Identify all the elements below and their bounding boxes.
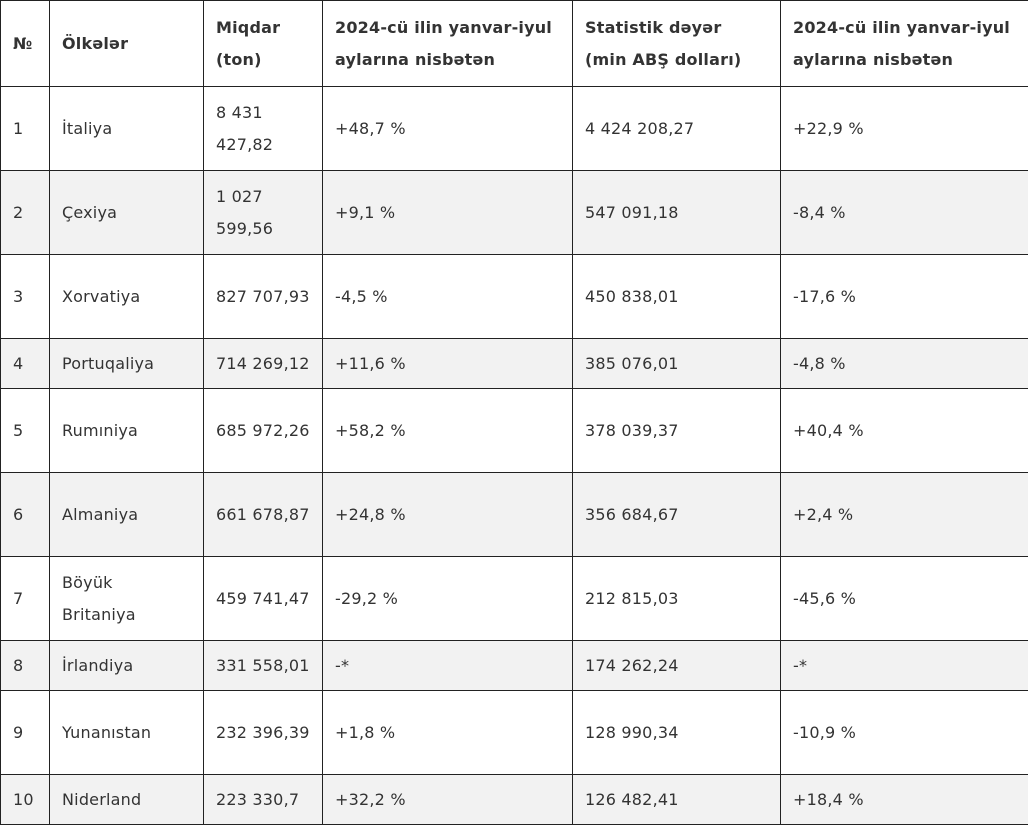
cell-quantity-change: +11,6 %	[323, 339, 573, 389]
cell-value: 547 091,18	[573, 171, 781, 255]
cell-quantity-change: +58,2 %	[323, 389, 573, 473]
cell-number: 1	[1, 87, 50, 171]
cell-number: 8	[1, 641, 50, 691]
cell-quantity: 1 027 599,56	[204, 171, 323, 255]
cell-quantity-change: +32,2 %	[323, 775, 573, 825]
cell-number: 9	[1, 691, 50, 775]
cell-number: 10	[1, 775, 50, 825]
table-row: 2 Çexiya 1 027 599,56 +9,1 % 547 091,18 …	[1, 171, 1028, 255]
cell-quantity: 827 707,93	[204, 255, 323, 339]
cell-country: Niderland	[50, 775, 204, 825]
cell-quantity: 714 269,12	[204, 339, 323, 389]
cell-value-change: +2,4 %	[781, 473, 1028, 557]
cell-quantity: 459 741,47	[204, 557, 323, 641]
cell-value-change: +40,4 %	[781, 389, 1028, 473]
cell-value: 385 076,01	[573, 339, 781, 389]
cell-value-change: +18,4 %	[781, 775, 1028, 825]
header-country: Ölkələr	[50, 1, 204, 87]
cell-quantity: 8 431 427,82	[204, 87, 323, 171]
cell-quantity-change: +9,1 %	[323, 171, 573, 255]
cell-quantity: 232 396,39	[204, 691, 323, 775]
cell-country: Almaniya	[50, 473, 204, 557]
cell-value-change: -4,8 %	[781, 339, 1028, 389]
cell-value: 212 815,03	[573, 557, 781, 641]
header-quantity-change: 2024-cü ilin yanvar-iyul aylarına nisbət…	[323, 1, 573, 87]
cell-quantity: 685 972,26	[204, 389, 323, 473]
cell-number: 5	[1, 389, 50, 473]
header-quantity: Miqdar (ton)	[204, 1, 323, 87]
cell-country: Xorvatiya	[50, 255, 204, 339]
cell-country: Çexiya	[50, 171, 204, 255]
cell-value: 128 990,34	[573, 691, 781, 775]
table-row: 4 Portuqaliya 714 269,12 +11,6 % 385 076…	[1, 339, 1028, 389]
table-row: 1 İtaliya 8 431 427,82 +48,7 % 4 424 208…	[1, 87, 1028, 171]
cell-quantity: 661 678,87	[204, 473, 323, 557]
cell-quantity-change: -29,2 %	[323, 557, 573, 641]
cell-value-change: -8,4 %	[781, 171, 1028, 255]
cell-value-change: -17,6 %	[781, 255, 1028, 339]
cell-value-change: -*	[781, 641, 1028, 691]
cell-country: Yunanıstan	[50, 691, 204, 775]
cell-value-change: +22,9 %	[781, 87, 1028, 171]
cell-country: Böyük Britaniya	[50, 557, 204, 641]
cell-value: 450 838,01	[573, 255, 781, 339]
header-row: № Ölkələr Miqdar (ton) 2024-cü ilin yanv…	[1, 1, 1028, 87]
cell-country: İrlandiya	[50, 641, 204, 691]
cell-quantity: 331 558,01	[204, 641, 323, 691]
cell-value: 356 684,67	[573, 473, 781, 557]
cell-number: 7	[1, 557, 50, 641]
table-row: 9 Yunanıstan 232 396,39 +1,8 % 128 990,3…	[1, 691, 1028, 775]
cell-quantity-change: -4,5 %	[323, 255, 573, 339]
cell-quantity: 223 330,7	[204, 775, 323, 825]
table-row: 8 İrlandiya 331 558,01 -* 174 262,24 -*	[1, 641, 1028, 691]
cell-value: 378 039,37	[573, 389, 781, 473]
cell-quantity-change: +48,7 %	[323, 87, 573, 171]
cell-quantity-change: -*	[323, 641, 573, 691]
cell-number: 4	[1, 339, 50, 389]
cell-number: 3	[1, 255, 50, 339]
cell-country: Rumıniya	[50, 389, 204, 473]
cell-value-change: -10,9 %	[781, 691, 1028, 775]
table-row: 7 Böyük Britaniya 459 741,47 -29,2 % 212…	[1, 557, 1028, 641]
cell-value-change: -45,6 %	[781, 557, 1028, 641]
table-row: 10 Niderland 223 330,7 +32,2 % 126 482,4…	[1, 775, 1028, 825]
cell-value: 4 424 208,27	[573, 87, 781, 171]
cell-country: İtaliya	[50, 87, 204, 171]
cell-country: Portuqaliya	[50, 339, 204, 389]
header-value-change: 2024-cü ilin yanvar-iyul aylarına nisbət…	[781, 1, 1028, 87]
table-row: 5 Rumıniya 685 972,26 +58,2 % 378 039,37…	[1, 389, 1028, 473]
table-row: 6 Almaniya 661 678,87 +24,8 % 356 684,67…	[1, 473, 1028, 557]
cell-number: 6	[1, 473, 50, 557]
table-row: 3 Xorvatiya 827 707,93 -4,5 % 450 838,01…	[1, 255, 1028, 339]
header-value: Statistik dəyər (min ABŞ dolları)	[573, 1, 781, 87]
cell-quantity-change: +24,8 %	[323, 473, 573, 557]
cell-quantity-change: +1,8 %	[323, 691, 573, 775]
table-header: № Ölkələr Miqdar (ton) 2024-cü ilin yanv…	[1, 1, 1028, 87]
cell-value: 174 262,24	[573, 641, 781, 691]
table-body: 1 İtaliya 8 431 427,82 +48,7 % 4 424 208…	[1, 87, 1028, 825]
cell-number: 2	[1, 171, 50, 255]
header-number: №	[1, 1, 50, 87]
cell-value: 126 482,41	[573, 775, 781, 825]
